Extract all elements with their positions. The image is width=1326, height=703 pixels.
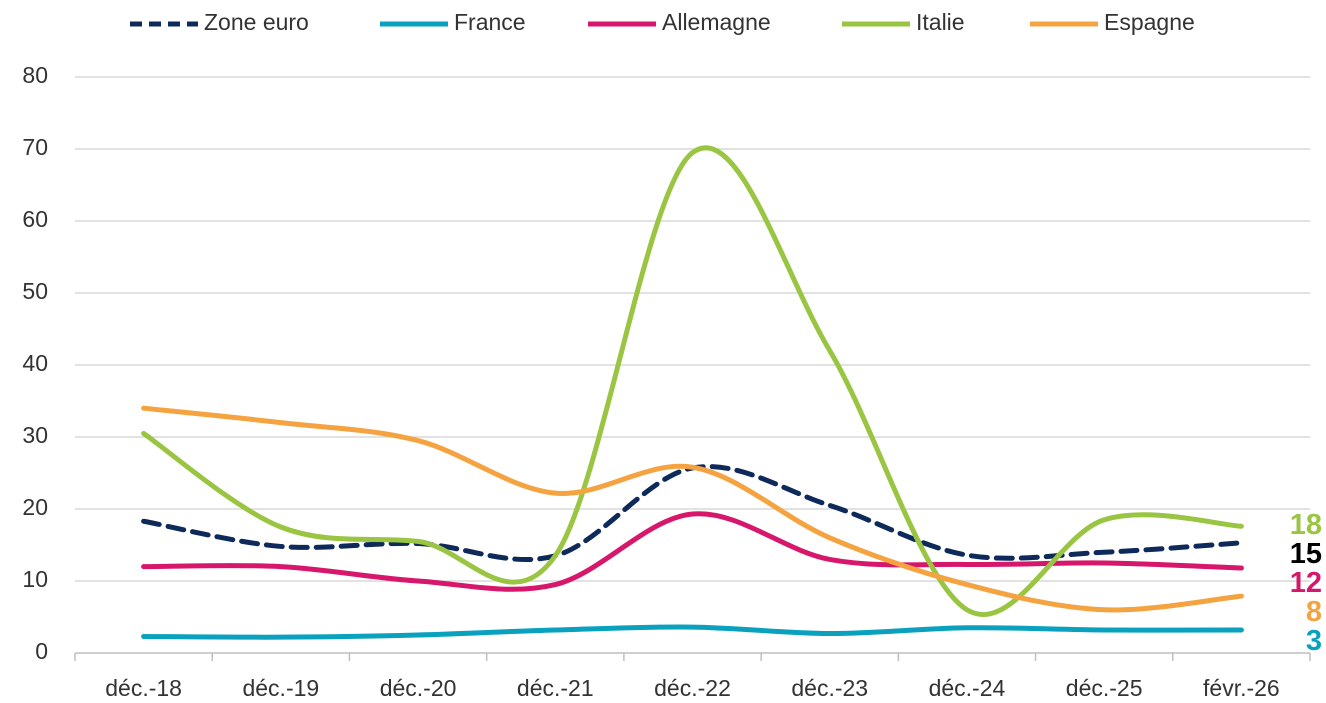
y-tick-label: 70 (22, 134, 48, 160)
x-tick-label: déc.-19 (242, 675, 319, 701)
legend-label: Allemagne (662, 9, 771, 35)
x-tick-label: déc.-21 (517, 675, 594, 701)
y-tick-label: 60 (22, 206, 48, 232)
legend-label: Espagne (1104, 9, 1195, 35)
y-tick-label: 30 (22, 422, 48, 448)
y-tick-label: 0 (35, 638, 48, 664)
x-tick-label: déc.-22 (654, 675, 731, 701)
y-tick-label: 10 (22, 566, 48, 592)
value-label: 18 (1290, 509, 1322, 541)
series-line (141, 405, 1244, 613)
x-tick-label: déc.-25 (1066, 675, 1143, 701)
x-tick-label: déc.-20 (380, 675, 457, 701)
y-tick-label: 80 (22, 62, 48, 88)
x-tick-label: déc.-24 (929, 675, 1006, 701)
x-tick-label: déc.-18 (105, 675, 182, 701)
y-tick-label: 50 (22, 278, 48, 304)
series-line (141, 145, 1244, 618)
x-tick-label: févr.-26 (1203, 675, 1280, 701)
legend-label: France (454, 9, 526, 35)
legend-label: Italie (916, 9, 965, 35)
value-label: 3 (1306, 625, 1322, 657)
value-label: 15 (1290, 538, 1322, 570)
value-label: 8 (1306, 596, 1322, 628)
series-line (141, 511, 1244, 592)
legend-label: Zone euro (204, 9, 309, 35)
y-tick-label: 20 (22, 494, 48, 520)
value-label: 12 (1290, 567, 1322, 599)
x-tick-label: déc.-23 (791, 675, 868, 701)
series-line (141, 624, 1244, 640)
y-tick-label: 40 (22, 350, 48, 376)
